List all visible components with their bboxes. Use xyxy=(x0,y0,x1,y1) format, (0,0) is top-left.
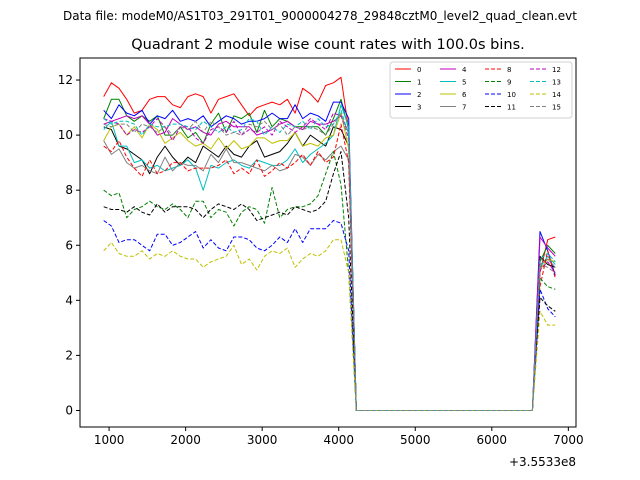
y-axis: 0 2 4 6 8 10 12 xyxy=(58,73,80,417)
series-line-2 xyxy=(103,101,556,411)
series-line-5 xyxy=(103,104,556,411)
legend-label-5: 5 xyxy=(462,79,466,87)
series-line-15 xyxy=(103,112,556,411)
legend-box xyxy=(389,61,573,119)
legend-label-14: 14 xyxy=(552,91,561,99)
series-line-13 xyxy=(103,109,556,411)
x-tick-label: 1000 xyxy=(94,433,125,447)
series-line-12 xyxy=(103,112,556,411)
legend-label-12: 12 xyxy=(552,66,561,74)
x-axis: 1000 2000 3000 4000 5000 6000 7000 xyxy=(94,427,584,447)
series-line-0 xyxy=(103,76,556,411)
legend-label-10: 10 xyxy=(507,91,516,99)
x-tick-label: 5000 xyxy=(400,433,431,447)
plot-frame xyxy=(79,57,577,428)
series-line-1 xyxy=(103,98,556,411)
y-tick-label: 2 xyxy=(65,348,73,362)
series-line-14 xyxy=(103,239,556,411)
legend-label-2: 2 xyxy=(417,91,421,99)
x-tick-label: 6000 xyxy=(477,433,508,447)
y-tick-label: 12 xyxy=(58,73,73,87)
series-line-6 xyxy=(103,112,556,411)
x-tick-label: 4000 xyxy=(323,433,354,447)
chart-title: Quadrant 2 module wise count rates with … xyxy=(131,37,525,53)
x-tick-label: 3000 xyxy=(247,433,278,447)
legend-label-0: 0 xyxy=(417,66,421,74)
legend-label-9: 9 xyxy=(507,79,511,87)
legend-label-3: 3 xyxy=(417,104,421,112)
y-tick-label: 0 xyxy=(65,403,73,417)
legend-label-11: 11 xyxy=(507,104,516,112)
plot-lines xyxy=(103,76,556,411)
legend-label-6: 6 xyxy=(462,91,467,99)
series-line-11 xyxy=(103,151,556,411)
legend-label-7: 7 xyxy=(462,104,466,112)
x-tick-label: 7000 xyxy=(553,433,584,447)
series-line-8 xyxy=(103,123,556,411)
legend-label-15: 15 xyxy=(552,104,561,112)
x-tick-label: 2000 xyxy=(170,433,201,447)
y-tick-label: 4 xyxy=(65,293,73,307)
legend-label-1: 1 xyxy=(417,79,421,87)
series-line-9 xyxy=(103,151,556,411)
y-tick-label: 8 xyxy=(65,183,73,197)
y-tick-label: 6 xyxy=(65,238,73,252)
legend-label-4: 4 xyxy=(462,66,467,74)
y-tick-label: 10 xyxy=(58,128,73,142)
series-line-7 xyxy=(103,140,556,411)
legend-label-13: 13 xyxy=(552,79,561,87)
series-line-10 xyxy=(103,220,556,411)
x-offset-label: +3.5533e8 xyxy=(509,455,576,469)
data-file-label: Data file: modeM0/AS1T03_291T01_90000042… xyxy=(63,9,577,23)
legend-label-8: 8 xyxy=(507,66,511,74)
